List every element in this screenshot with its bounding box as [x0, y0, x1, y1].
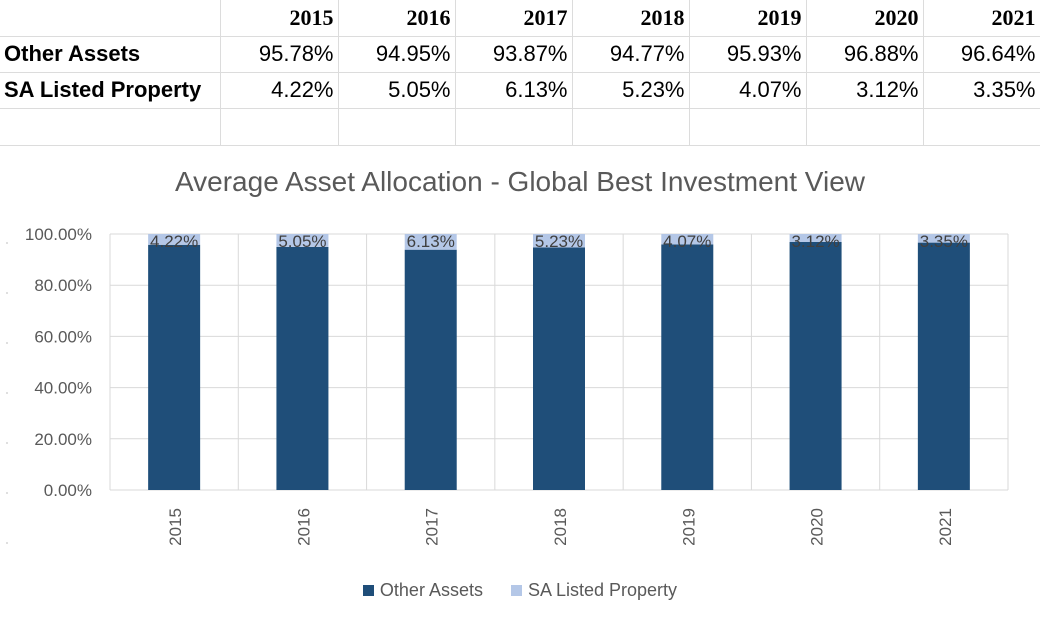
empty-cell[interactable] — [0, 108, 221, 146]
value-cell[interactable]: 94.95% — [338, 36, 456, 73]
row-label-cell[interactable]: SA Listed Property — [0, 72, 221, 109]
bar-other-assets — [404, 249, 457, 490]
value-cell[interactable]: 3.12% — [806, 72, 924, 109]
header-year-cell[interactable]: 2018 — [572, 0, 690, 37]
legend-swatch — [362, 585, 374, 596]
value-cell[interactable]: 93.87% — [455, 36, 573, 73]
header-year-cell[interactable]: 2021 — [923, 0, 1040, 37]
x-tick-label: 2018 — [551, 508, 570, 546]
empty-cell[interactable] — [338, 108, 456, 146]
bar-other-assets — [533, 247, 585, 490]
bar-other-assets — [276, 246, 329, 490]
header-year-cell[interactable]: 2016 — [338, 0, 456, 37]
y-tick-label: 60.00% — [34, 327, 92, 346]
value-cell[interactable]: 5.05% — [338, 72, 456, 109]
header-year-cell[interactable]: 2020 — [806, 0, 924, 37]
value-cell[interactable]: 94.77% — [572, 36, 690, 73]
data-table: 2015 2016 2017 2018 2019 2020 2021 Other Assets… — [0, 0, 1040, 146]
y-tick-label: 80.00% — [34, 276, 92, 295]
data-label: 6.13% — [407, 232, 455, 251]
y-tick-label: 100.00% — [25, 225, 92, 244]
chart-resize-handles[interactable] — [0, 148, 8, 620]
table-row: Other Assets 95.78% 94.95% 93.87% 94.77% 95.9… — [0, 36, 1040, 73]
chart-area[interactable]: 0.00% 20.00% 40.00% 60.00% 80.00% 100.00% 4.22… — [0, 148, 1040, 620]
bar-other-assets — [148, 244, 201, 490]
data-label: 5.23% — [535, 232, 583, 251]
legend-label: SA Listed Property — [527, 580, 678, 600]
bar-sa-listed-property — [661, 234, 714, 245]
x-tick-label: 2017 — [423, 508, 442, 546]
bar-sa-listed-property — [276, 234, 329, 247]
x-tick-label: 2020 — [808, 508, 827, 546]
x-tick-label: 2016 — [294, 508, 313, 546]
y-tick-label: 0.00% — [44, 481, 92, 500]
empty-cell[interactable] — [572, 108, 690, 146]
bar-sa-listed-property — [404, 234, 457, 250]
table-row: SA Listed Property 4.22% 5.05% 6.13% 5.23% 4.… — [0, 72, 1040, 109]
value-cell[interactable]: 6.13% — [455, 72, 573, 109]
data-label: 3.12% — [791, 232, 839, 251]
legend-item-sa-listed-property[interactable]: SA Listed Property — [510, 580, 678, 601]
bar-other-assets — [917, 242, 970, 490]
legend-item-other-assets[interactable]: Other Assets — [362, 580, 483, 601]
empty-cell[interactable] — [455, 108, 573, 146]
bar-sa-listed-property — [917, 234, 970, 243]
legend-label: Other Assets — [379, 580, 483, 600]
value-cell[interactable]: 96.88% — [806, 36, 924, 73]
bar-sa-listed-property — [148, 234, 201, 245]
empty-cell[interactable] — [806, 108, 924, 146]
value-cell[interactable]: 95.93% — [689, 36, 807, 73]
data-table-area: 2015 2016 2017 2018 2019 2020 2021 Other Assets… — [0, 0, 1040, 146]
header-corner-cell[interactable] — [0, 0, 221, 37]
x-tick-label: 2019 — [679, 508, 698, 546]
x-tick-label: 2015 — [166, 508, 185, 546]
value-cell[interactable]: 95.78% — [220, 36, 339, 73]
header-year-cell[interactable]: 2017 — [455, 0, 573, 37]
chart-title: Average Asset Allocation - Global Best I… — [174, 166, 865, 197]
empty-cell[interactable] — [220, 108, 339, 146]
legend-swatch — [510, 585, 522, 596]
chart-plot: 0.00% 20.00% 40.00% 60.00% 80.00% 100.00% 4.22… — [25, 225, 1009, 546]
empty-row — [0, 108, 1040, 146]
empty-cell[interactable] — [689, 108, 807, 146]
value-cell[interactable]: 4.22% — [220, 72, 339, 109]
value-cell[interactable]: 96.64% — [923, 36, 1040, 73]
value-cell[interactable]: 3.35% — [923, 72, 1040, 109]
data-label: 4.07% — [663, 232, 711, 251]
x-tick-label: 2021 — [936, 508, 955, 546]
y-tick-label: 40.00% — [34, 379, 92, 398]
empty-cell[interactable] — [923, 108, 1040, 146]
bar-sa-listed-property — [533, 234, 585, 248]
y-tick-label: 20.00% — [34, 430, 92, 449]
bar-sa-listed-property — [789, 234, 842, 242]
header-year-cell[interactable]: 2019 — [689, 0, 807, 37]
bar-other-assets — [661, 244, 714, 490]
data-label: 4.22% — [150, 232, 198, 251]
bar-other-assets — [789, 241, 842, 490]
table-header-row: 2015 2016 2017 2018 2019 2020 2021 — [0, 0, 1040, 37]
data-label: 3.35% — [920, 232, 968, 251]
chart-legend: Other Assets SA Listed Property — [0, 580, 1040, 601]
value-cell[interactable]: 4.07% — [689, 72, 807, 109]
row-label-cell[interactable]: Other Assets — [0, 36, 221, 73]
header-year-cell[interactable]: 2015 — [220, 0, 339, 37]
value-cell[interactable]: 5.23% — [572, 72, 690, 109]
data-label: 5.05% — [278, 232, 326, 251]
